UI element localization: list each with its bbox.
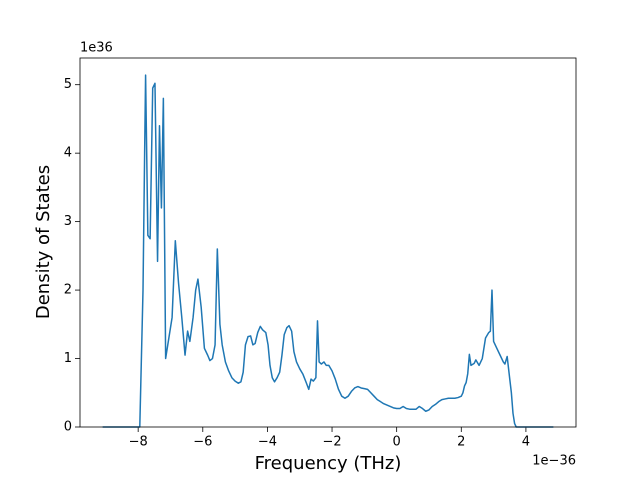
x-axis-label: Frequency (THz) [255,453,402,474]
data-line [102,74,554,428]
y-tick-label: 1 [64,351,72,366]
x-tick-label: 4 [522,435,530,450]
x-offset-text: 1e−36 [532,454,576,469]
x-tick-label: 0 [393,435,401,450]
y-tick-label: 0 [64,420,72,435]
plot-frame [79,57,577,428]
y-tick-label: 4 [64,146,72,161]
y-tick-label: 5 [64,77,72,92]
y-tick-label: 2 [64,283,72,298]
x-tick-label: −8 [129,435,148,450]
x-tick-label: −4 [258,435,277,450]
y-axis-label: Density of States [33,165,54,319]
y-offset-text: 1e36 [80,41,113,56]
x-tick-label: 2 [457,435,465,450]
x-tick-label: −6 [193,435,212,450]
x-tick-label: −2 [322,435,341,450]
y-tick-label: 3 [64,214,72,229]
